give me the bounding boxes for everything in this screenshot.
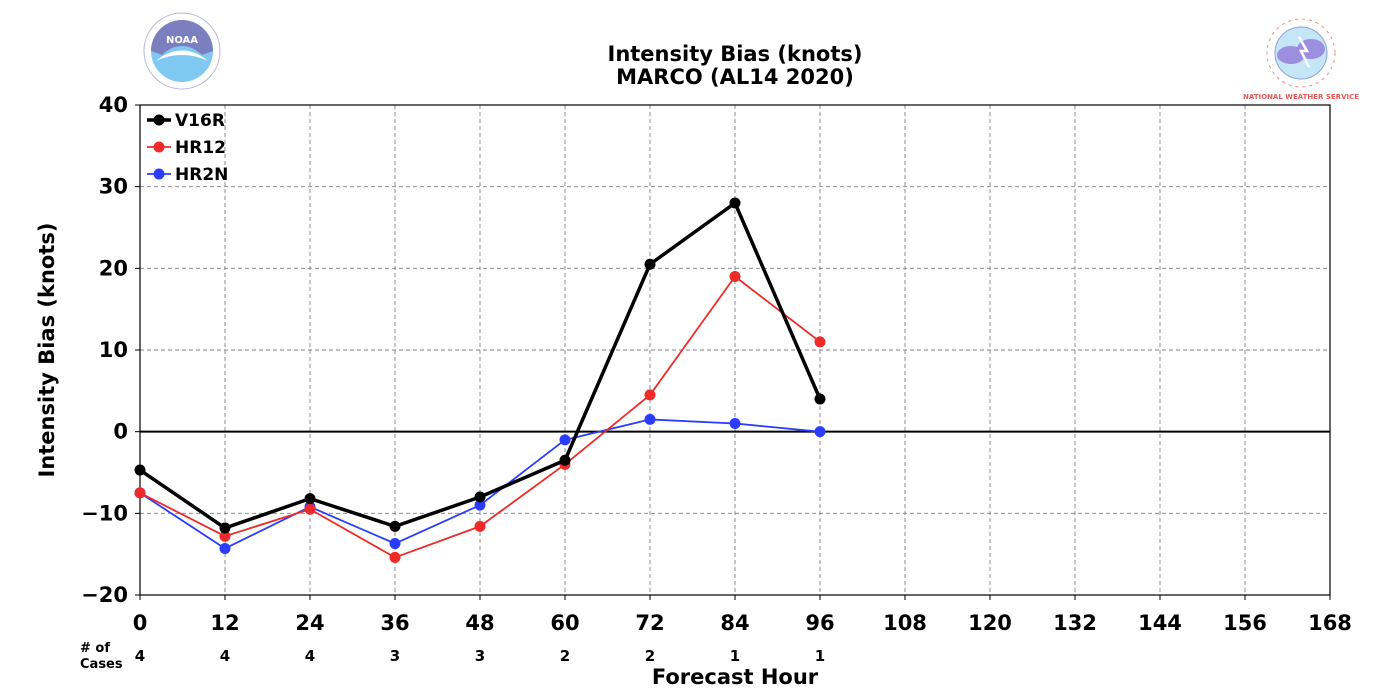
x-axis-label: Forecast Hour bbox=[652, 665, 819, 689]
data-point-v16r bbox=[559, 454, 571, 466]
chart-title: Intensity Bias (knots) bbox=[608, 42, 863, 66]
data-point-hr12 bbox=[644, 389, 656, 401]
cases-label-line1: # of bbox=[80, 641, 110, 656]
case-count: 2 bbox=[645, 647, 655, 665]
y-tick-label: 10 bbox=[99, 338, 128, 362]
data-point-hr12 bbox=[729, 271, 741, 282]
data-point-v16r bbox=[814, 393, 826, 405]
x-tick-label: 36 bbox=[380, 611, 409, 635]
x-tick-label: 72 bbox=[635, 611, 664, 635]
x-tick-label: 120 bbox=[968, 611, 1012, 635]
y-axis-label: Intensity Bias (knots) bbox=[35, 223, 59, 478]
data-point-hr2n bbox=[729, 418, 741, 429]
x-tick-label: 60 bbox=[550, 611, 579, 635]
noaa-logo-text: NOAA bbox=[166, 35, 198, 46]
x-tick-label: 156 bbox=[1223, 611, 1267, 635]
case-count: 3 bbox=[475, 647, 485, 665]
x-tick-label: 0 bbox=[133, 611, 148, 635]
case-count: 4 bbox=[305, 647, 315, 665]
data-point-hr2n bbox=[389, 538, 401, 550]
legend-item-hr2n: HR2N bbox=[147, 165, 228, 185]
data-point-hr12 bbox=[389, 551, 401, 563]
data-point-hr12 bbox=[474, 520, 486, 532]
data-point-v16r bbox=[389, 520, 401, 532]
data-point-hr2n bbox=[814, 426, 826, 438]
data-point-v16r bbox=[474, 491, 486, 503]
data-point-hr12 bbox=[219, 530, 231, 542]
legend-label: HR12 bbox=[175, 138, 226, 158]
nws-logo: NATIONAL WEATHER SERVICE bbox=[1243, 15, 1359, 101]
legend-item-hr12: HR12 bbox=[147, 138, 226, 158]
legend-label: V16R bbox=[175, 111, 225, 131]
data-point-v16r bbox=[644, 258, 656, 270]
data-point-hr2n bbox=[644, 413, 656, 425]
cases-label-line2: Cases bbox=[80, 657, 123, 672]
data-point-hr2n bbox=[559, 434, 571, 446]
data-point-v16r bbox=[304, 493, 316, 505]
case-count: 1 bbox=[730, 647, 740, 665]
y-tick-label: 0 bbox=[113, 420, 128, 444]
series-hr2n bbox=[134, 413, 826, 554]
series-v16r bbox=[134, 197, 826, 534]
x-tick-label: 12 bbox=[210, 611, 239, 635]
data-point-v16r bbox=[219, 522, 231, 534]
x-tick-label: 48 bbox=[465, 611, 494, 635]
case-count: 4 bbox=[220, 647, 230, 665]
y-tick-label: −10 bbox=[81, 501, 128, 525]
x-tick-label: 24 bbox=[295, 611, 324, 635]
y-tick-labels: −20 −10 0 10 20 30 40 bbox=[81, 93, 140, 607]
data-point-hr12 bbox=[814, 336, 826, 348]
data-point-hr12 bbox=[134, 487, 146, 499]
case-count: 4 bbox=[135, 647, 145, 665]
x-tick-label: 108 bbox=[883, 611, 927, 635]
legend-marker bbox=[153, 168, 165, 180]
x-tick-label: 132 bbox=[1053, 611, 1097, 635]
data-point-hr2n bbox=[219, 542, 231, 554]
case-count: 3 bbox=[390, 647, 400, 665]
legend-marker bbox=[153, 114, 165, 126]
x-tick-label: 96 bbox=[805, 611, 834, 635]
data-point-v16r bbox=[134, 464, 146, 476]
legend: V16R HR12 HR2N bbox=[147, 111, 228, 185]
x-tick-label: 84 bbox=[720, 611, 749, 635]
data-point-hr12 bbox=[304, 503, 316, 515]
legend-item-v16r: V16R bbox=[147, 111, 225, 131]
x-tick-label: 168 bbox=[1308, 611, 1352, 635]
x-tick-label: 144 bbox=[1138, 611, 1182, 635]
cases-row: 4 4 4 3 3 2 2 1 1 bbox=[135, 647, 825, 665]
nws-logo-text: NATIONAL WEATHER SERVICE bbox=[1243, 93, 1359, 101]
legend-marker bbox=[153, 141, 165, 153]
data-point-hr2n bbox=[474, 499, 486, 511]
y-tick-label: 20 bbox=[99, 256, 128, 280]
legend-label: HR2N bbox=[175, 165, 228, 185]
case-count: 1 bbox=[815, 647, 825, 665]
noaa-logo: NOAA bbox=[143, 12, 221, 90]
case-count: 2 bbox=[560, 647, 570, 665]
x-tick-labels: 0 12 24 36 48 60 72 84 96 108 120 132 144 156 168 bbox=[133, 595, 1352, 635]
chart-subtitle: MARCO (AL14 2020) bbox=[616, 65, 854, 89]
data-point-v16r bbox=[729, 197, 741, 209]
y-tick-label: 30 bbox=[99, 175, 128, 199]
y-tick-label: −20 bbox=[81, 583, 128, 607]
y-tick-label: 40 bbox=[99, 93, 128, 117]
series-layer bbox=[134, 197, 826, 563]
